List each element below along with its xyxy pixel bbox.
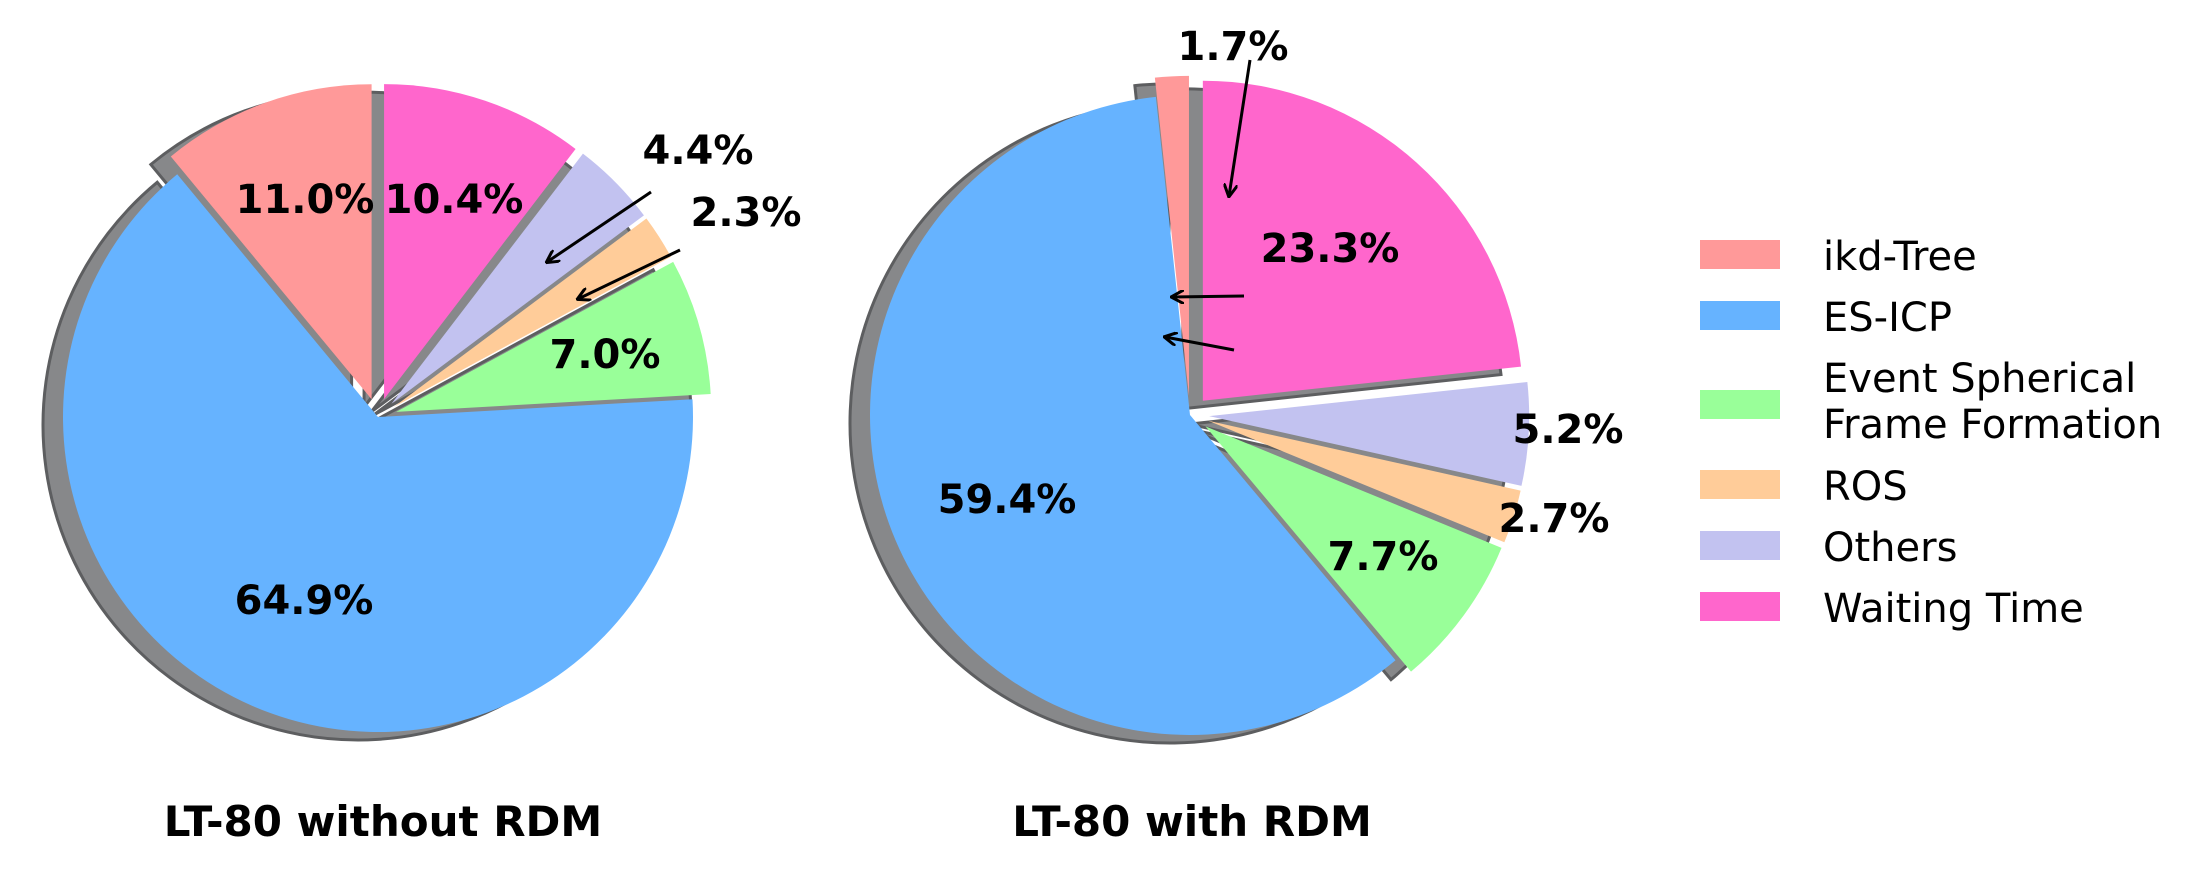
title-right: LT-80 with RDM: [1012, 797, 1372, 846]
slice-es-icp: [870, 96, 1396, 735]
pie-left-slices: [63, 84, 711, 732]
label-es-icp: 64.9%: [235, 578, 374, 624]
label-ikd-tree: 11.0%: [236, 177, 375, 223]
legend-label-es-icp: ES-ICP: [1823, 295, 1952, 341]
slice-ros: [1208, 420, 1521, 543]
legend: ikd-Tree ES-ICP Event Spherical Frame Fo…: [1700, 234, 2162, 632]
pie-right: 1.7% 23.3% 59.4% 7.7% 5.2% 2.7% LT-80 wi…: [848, 24, 1624, 846]
label-others: 5.2%: [1513, 407, 1624, 453]
legend-label-others: Others: [1823, 525, 1957, 571]
legend-label-ikd-tree: ikd-Tree: [1823, 234, 1977, 280]
arrow-ikd-tree: [1229, 59, 1252, 196]
arrow-ros: [1165, 337, 1235, 352]
slice-others: [1209, 381, 1530, 486]
slice-waiting-time: [384, 84, 576, 400]
label-event-spherical: 7.7%: [1328, 534, 1439, 580]
arrow-ros: [578, 248, 681, 299]
legend-label-event-spherical-1: Event Spherical: [1823, 356, 2136, 402]
legend-swatch-ikd-tree: [1700, 240, 1780, 269]
slice-es-icp: [63, 174, 694, 732]
arrow-others: [547, 190, 652, 262]
label-waiting-time: 10.4%: [385, 177, 524, 223]
legend-label-event-spherical-2: Frame Formation: [1823, 402, 2162, 448]
slice-ikd-tree: [1154, 75, 1189, 396]
pie-right-labels: 1.7% 23.3% 59.4% 7.7% 5.2% 2.7%: [938, 24, 1624, 580]
title-left: LT-80 without RDM: [164, 797, 602, 846]
label-ros: 2.7%: [1499, 496, 1610, 542]
pie-left: 11.0% 10.4% 7.0% 64.9% 4.4% 2.3% LT-80 w…: [41, 84, 802, 846]
legend-label-waiting-time: Waiting Time: [1823, 586, 2084, 632]
legend-swatch-waiting-time: [1700, 592, 1780, 621]
slice-others: [391, 153, 644, 404]
slice-event-spherical: [1205, 426, 1502, 672]
label-ros: 2.3%: [691, 190, 802, 236]
legend-swatch-event-spherical: [1700, 390, 1780, 419]
legend-swatch-ros: [1700, 470, 1780, 499]
label-ikd-tree: 1.7%: [1178, 24, 1289, 70]
label-waiting-time: 23.3%: [1261, 226, 1400, 272]
label-es-icp: 59.4%: [938, 477, 1077, 523]
legend-swatch-es-icp: [1700, 301, 1780, 330]
slice-event-spherical: [396, 261, 711, 412]
label-others: 4.4%: [643, 128, 754, 174]
pie-left-labels: 11.0% 10.4% 7.0% 64.9% 4.4% 2.3%: [235, 128, 802, 624]
slice-ros: [393, 218, 671, 407]
label-event-spherical: 7.0%: [550, 332, 661, 378]
slice-ikd-tree: [170, 84, 372, 400]
slice-waiting-time: [1202, 80, 1522, 401]
legend-swatch-others: [1700, 531, 1780, 560]
legend-label-ros: ROS: [1823, 464, 1908, 510]
arrow-others: [1172, 296, 1245, 297]
pie-right-slices: [870, 75, 1530, 735]
